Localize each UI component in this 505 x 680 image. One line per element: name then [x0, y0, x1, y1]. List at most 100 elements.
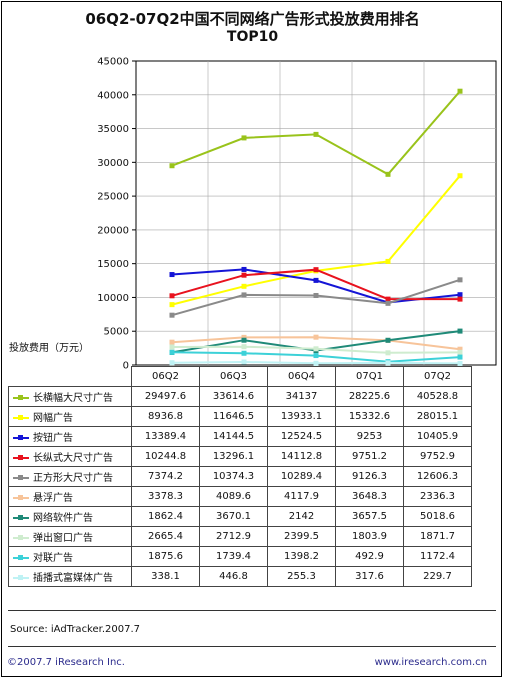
data-label: 9751.2: [335, 446, 404, 467]
y-tick-label: 20000: [97, 225, 129, 236]
legend-swatch: [13, 434, 29, 442]
series-point: [457, 349, 463, 355]
series-point: [313, 267, 319, 273]
series-point: [313, 346, 319, 352]
series-point: [385, 258, 391, 264]
series-point: [241, 344, 247, 350]
y-tick-label: 10000: [97, 293, 129, 304]
y-tick-label: 35000: [97, 124, 129, 135]
data-label: 14144.5: [199, 426, 268, 447]
table-row: 悬浮广告 3378.3 4089.6 4117.9 3648.3 2336.3: [8, 486, 472, 507]
y-tick-label: 25000: [97, 192, 129, 203]
data-label: 3648.3: [335, 486, 404, 507]
data-label: 4117.9: [267, 486, 336, 507]
y-tick-label: 40000: [97, 90, 129, 101]
series-point: [241, 135, 247, 141]
data-label: 338.1: [131, 566, 200, 587]
series-point: [385, 300, 391, 306]
data-label: 255.3: [267, 566, 336, 587]
data-label: 13389.4: [131, 426, 200, 447]
legend-entry: 长纵式大尺寸广告: [8, 446, 132, 467]
y-tick-label: 5000: [104, 327, 129, 338]
source-note: Source: iAdTracker.2007.7: [10, 624, 141, 635]
series-name: 悬浮广告: [33, 493, 73, 504]
data-label: 492.9: [335, 546, 404, 567]
table-header-row: 06Q2 06Q3 06Q4 07Q1 07Q2: [9, 366, 472, 387]
data-label: 1803.9: [335, 526, 404, 547]
series-point: [169, 272, 175, 278]
data-label: 2665.4: [131, 526, 200, 547]
data-label: 1172.4: [403, 546, 472, 567]
series-point: [457, 354, 463, 360]
legend-entry: 按钮广告: [8, 426, 132, 447]
series-point: [169, 293, 175, 299]
data-label: 1739.4: [199, 546, 268, 567]
data-table: 06Q2 06Q3 06Q4 07Q1 07Q2 长横幅大尺寸广告 29497.6 3361…: [8, 366, 472, 587]
series-point: [169, 339, 175, 345]
chart-subtitle: TOP10: [226, 29, 279, 45]
plot-area: [135, 60, 497, 366]
series-point: [241, 350, 247, 356]
legend-swatch: [13, 454, 29, 462]
y-tick-label: 0: [123, 361, 129, 371]
legend-entry: 长横幅大尺寸广告: [8, 386, 132, 407]
table-corner: [9, 367, 132, 387]
data-label: 10405.9: [403, 426, 472, 447]
series-point: [385, 350, 391, 356]
data-label: 1871.7: [403, 526, 472, 547]
series-point: [385, 337, 391, 343]
series-point: [241, 266, 247, 272]
series-point: [313, 334, 319, 340]
data-label: 13296.1: [199, 446, 268, 467]
x-category-label: 07Q2: [403, 366, 472, 387]
data-label: 5018.6: [403, 506, 472, 527]
series-point: [385, 171, 391, 177]
data-label: 3670.1: [199, 506, 268, 527]
x-category-label: 06Q3: [199, 366, 268, 387]
data-label: 8936.8: [131, 406, 200, 427]
series-name: 网幅广告: [33, 413, 73, 424]
divider-line: [8, 646, 496, 647]
data-label: 3657.5: [335, 506, 404, 527]
series-point: [169, 360, 175, 366]
series-name: 长纵式大尺寸广告: [33, 453, 113, 464]
series-point: [457, 277, 463, 283]
data-label: 4089.6: [199, 486, 268, 507]
table-row: 按钮广告 13389.4 14144.5 12524.5 9253 10405.9: [8, 426, 472, 447]
series-point: [169, 312, 175, 318]
data-label: 29497.6: [131, 386, 200, 407]
data-label: 317.6: [335, 566, 404, 587]
series-name: 对联广告: [33, 553, 73, 564]
table-row: 长横幅大尺寸广告 29497.6 33614.6 34137 28225.6 40528.…: [8, 386, 472, 407]
legend-swatch: [13, 494, 29, 502]
series-name: 插播式富媒体广告: [33, 573, 113, 584]
series-point: [457, 88, 463, 94]
series-point: [313, 360, 319, 366]
website-link[interactable]: www.iresearch.com.cn: [374, 657, 487, 668]
series-point: [457, 296, 463, 302]
data-label: 3378.3: [131, 486, 200, 507]
y-tick-label: 45000: [97, 57, 129, 68]
data-label: 40528.8: [403, 386, 472, 407]
data-label: 34137: [267, 386, 336, 407]
series-point: [169, 302, 175, 308]
data-label: 11646.5: [199, 406, 268, 427]
data-label: 12524.5: [267, 426, 336, 447]
data-label: 13933.1: [267, 406, 336, 427]
data-label: 2142: [267, 506, 336, 527]
data-label: 28225.6: [335, 386, 404, 407]
series-point: [169, 344, 175, 350]
data-label: 2712.9: [199, 526, 268, 547]
table-row: 对联广告 1875.6 1739.4 1398.2 492.9 1172.4: [8, 546, 472, 567]
data-label: 15332.6: [335, 406, 404, 427]
legend-entry: 网络软件广告: [8, 506, 132, 527]
y-tick-label: 15000: [97, 259, 129, 270]
y-axis-label: 投放费用（万元）: [9, 343, 89, 354]
series-name: 按钮广告: [33, 433, 73, 444]
legend-entry: 弹出窗口广告: [8, 526, 132, 547]
series-point: [313, 353, 319, 359]
series-point: [313, 277, 319, 283]
series-point: [385, 360, 391, 366]
series-point: [457, 346, 463, 352]
series-name: 网络软件广告: [33, 513, 93, 524]
